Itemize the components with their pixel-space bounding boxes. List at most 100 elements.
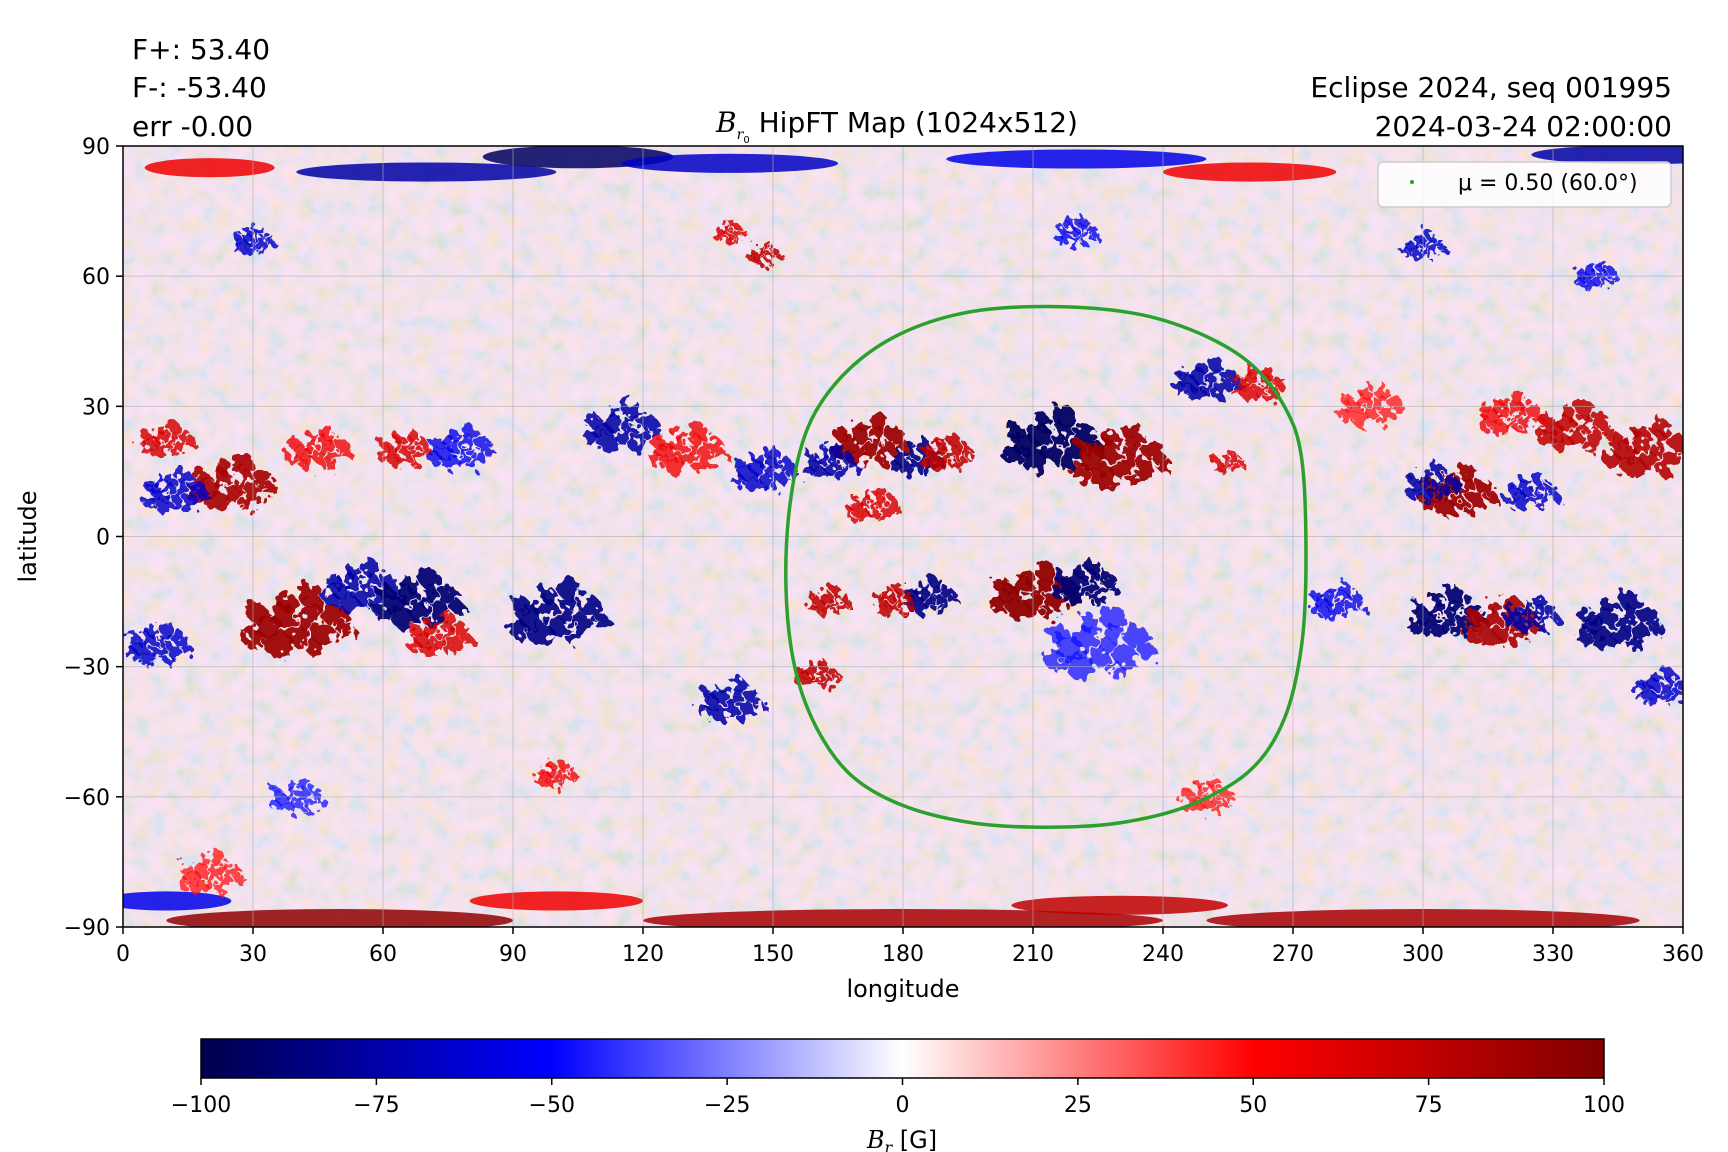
active-region-12: [902, 577, 959, 615]
active-region-38: [1574, 591, 1665, 651]
x-tick-label-5: 150: [752, 942, 794, 967]
active-region-43: [1338, 382, 1407, 427]
colorbar-tick-label-3: −25: [704, 1093, 750, 1118]
active-region-2: [919, 434, 976, 472]
x-tick-label-10: 300: [1402, 942, 1444, 967]
x-tick-label-11: 330: [1532, 942, 1574, 967]
y-axis-label: latitude: [14, 490, 42, 582]
polar-band-7: [166, 909, 513, 927]
active-region-5: [1211, 450, 1246, 473]
x-tick-label-0: 0: [116, 942, 130, 967]
active-region-30: [648, 421, 728, 474]
colorbar-tick-label-1: −75: [353, 1093, 399, 1118]
active-region-46: [713, 220, 748, 244]
active-region-22: [242, 583, 356, 658]
active-region-15: [1044, 605, 1157, 680]
active-region-44: [1309, 581, 1366, 619]
flux-negative: F-: -53.40: [132, 71, 267, 104]
title-symbol: B: [716, 106, 737, 139]
colorbar-tick-label-6: 50: [1239, 1093, 1267, 1118]
y-tick-label-0: −90: [64, 916, 110, 941]
active-region-42: [1504, 473, 1561, 511]
active-region-45: [1634, 668, 1683, 706]
polar-band-3: [144, 158, 275, 178]
active-region-32: [125, 621, 193, 666]
colorbar-tick-label-4: 0: [896, 1093, 910, 1118]
active-region-29: [583, 400, 663, 452]
x-tick-label-2: 60: [369, 942, 397, 967]
active-region-49: [1054, 216, 1100, 247]
chart-title: Br0 HipFT Map (1024x512): [0, 106, 1728, 145]
colorbar: [200, 1038, 1605, 1079]
active-region-14: [807, 585, 853, 616]
legend-marker: [1410, 180, 1414, 184]
colorbar-tick-label-0: −100: [171, 1093, 231, 1118]
active-region-11: [1052, 560, 1121, 605]
y-tick-label-5: 60: [82, 265, 110, 290]
x-tick-label-6: 180: [882, 942, 924, 967]
colorbar-subscript: r: [885, 1138, 894, 1152]
active-region-47: [748, 242, 782, 265]
active-region-25: [407, 612, 475, 657]
legend-label: μ = 0.50 (60.0°): [1458, 171, 1638, 196]
active-region-24: [374, 569, 465, 629]
active-region-37: [1504, 594, 1561, 632]
colorbar-tick-label-8: 100: [1583, 1093, 1625, 1118]
active-region-51: [1574, 260, 1620, 290]
y-tick-label-4: 30: [82, 395, 110, 420]
active-region-39: [1605, 417, 1683, 478]
flux-positive: F+: 53.40: [132, 33, 271, 66]
sequence-label: Eclipse 2024, seq 001995: [1310, 71, 1672, 104]
colorbar-unit: [G]: [892, 1126, 937, 1152]
colorbar-tick-label-2: −50: [529, 1093, 575, 1118]
active-region-34: [1404, 464, 1462, 502]
colorbar-symbol: B: [866, 1126, 885, 1152]
active-region-41: [1477, 391, 1545, 436]
title-subsubscript: 0: [743, 134, 750, 146]
active-region-3: [1001, 405, 1104, 472]
active-region-17: [697, 677, 765, 722]
x-tick-label-1: 30: [239, 942, 267, 967]
active-region-7: [1231, 364, 1288, 402]
y-tick-label-1: −60: [64, 786, 110, 811]
active-region-52: [534, 759, 580, 789]
legend-box: [1377, 161, 1672, 208]
active-region-55: [177, 850, 245, 896]
polar-band-10: [1011, 895, 1228, 915]
legend: μ = 0.50 (60.0°): [1377, 161, 1672, 208]
active-region-54: [269, 776, 326, 814]
colorbar-tick-label-7: 75: [1415, 1093, 1443, 1118]
x-tick-label-4: 120: [622, 942, 664, 967]
active-region-50: [1401, 229, 1447, 260]
active-region-28: [507, 578, 610, 646]
mu-contour-line: [784, 304, 1308, 829]
polar-band-2: [621, 153, 839, 173]
flux-error: err -0.00: [132, 110, 254, 143]
title-text: HipFT Map (1024x512): [749, 106, 1078, 139]
active-region-27: [428, 425, 497, 471]
colorbar-tick-label-5: 25: [1064, 1093, 1092, 1118]
polar-band-6: [1163, 162, 1337, 182]
active-region-40: [1536, 400, 1616, 452]
active-region-21: [285, 425, 354, 471]
x-tick-label-3: 90: [499, 942, 527, 967]
x-tick-label-9: 270: [1272, 942, 1314, 967]
x-tick-label-12: 360: [1662, 942, 1704, 967]
polar-band-12: [123, 891, 232, 911]
colorbar-label: Br [G]: [866, 1126, 937, 1152]
active-region-20: [139, 421, 196, 459]
active-region-16: [794, 659, 840, 690]
x-axis-label: longitude: [846, 975, 959, 1003]
y-tick-label-2: −30: [64, 656, 110, 681]
active-region-48: [231, 225, 277, 256]
active-region-8: [802, 442, 859, 480]
date-label: 2024-03-24 02:00:00: [1374, 110, 1672, 143]
active-region-6: [1174, 356, 1242, 401]
active-region-9: [845, 486, 903, 524]
polar-band-1: [296, 162, 557, 182]
polar-band-4: [1531, 146, 1683, 165]
active-region-4: [1071, 422, 1173, 490]
y-tick-label-3: 0: [96, 526, 110, 551]
active-region-19: [142, 469, 211, 514]
